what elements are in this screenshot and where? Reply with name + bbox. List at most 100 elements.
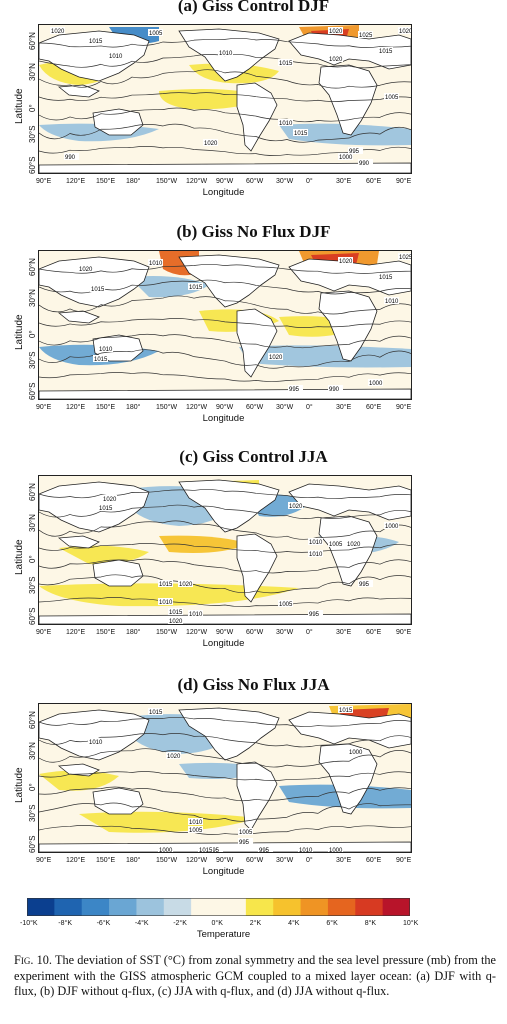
isobar-label: 1020 — [79, 267, 93, 273]
y-tick-label: 60°S — [28, 835, 37, 853]
isobar-contour — [39, 333, 411, 349]
x-tick-label: 90°W — [216, 178, 234, 185]
continent-outline — [57, 310, 100, 324]
y-axis-title: Latitude — [14, 88, 25, 124]
isobar-contour — [39, 597, 411, 607]
sst-anomaly-map: 1020 1015 1010 1015 1020 1025 1015 1010 1015 1020… — [39, 251, 411, 399]
colorbar-tick-label: -4°K — [134, 920, 149, 927]
y-tick-label: 30°S — [28, 576, 37, 594]
isobar-label: 1015 — [99, 506, 113, 512]
continent-outline — [92, 787, 144, 815]
y-tick-label: 0° — [28, 783, 37, 791]
x-tick-label: 60°E — [366, 629, 382, 636]
y-tick-label: 0° — [28, 330, 37, 338]
isobar-label: 990 — [359, 161, 370, 167]
continent-outline — [236, 308, 278, 378]
x-axis-title: Longitude — [202, 187, 245, 198]
isobar-label: 1015 — [189, 285, 203, 291]
isobar-label: 1000 — [349, 750, 363, 756]
colorbar-tick-label: -2°K — [173, 920, 187, 927]
colorbar-segment — [218, 898, 247, 916]
continent-outline — [236, 533, 278, 603]
isobar-contour — [39, 295, 411, 315]
colorbar-segment — [191, 898, 219, 916]
isobar-label: 1015 — [159, 582, 173, 588]
x-tick-label: 90°W — [216, 404, 234, 411]
y-tick-label: 60°S — [28, 607, 37, 625]
isobar-label: 1010 — [189, 612, 203, 618]
y-tick-label: 60°N — [28, 32, 37, 50]
isobar-label: 1010 — [99, 347, 113, 353]
caption-text: The deviation of SST (°C) from zonal sym… — [14, 953, 496, 999]
isobar-contour — [39, 543, 411, 553]
isobar-label: 1010 — [385, 299, 399, 305]
isobar-label: 1005 — [149, 31, 163, 37]
isobar-contour — [39, 38, 411, 48]
isobar-label: 995 — [239, 840, 250, 846]
isobar-label: 1015 — [379, 49, 393, 55]
x-tick-label: 150°W — [156, 404, 178, 411]
y-tick-label: 60°S — [28, 156, 37, 174]
x-tick-label: 120°E — [66, 404, 86, 411]
sst-anomaly-region — [39, 583, 299, 607]
isobar-contour — [39, 716, 411, 727]
sst-anomaly-map: 1020 1015 1020 1010 1010 1015 1020 1010 1015 1020… — [39, 479, 411, 624]
x-tick-label: 150°W — [156, 629, 178, 636]
isobar-label: 1005 — [329, 542, 343, 548]
panel-c-map: 1020 1015 1020 1010 1010 1015 1020 1010 1015 1020… — [38, 475, 412, 625]
isobar-label: 1015 — [169, 610, 183, 616]
y-axis-title: Latitude — [14, 767, 25, 803]
isobar-label: 1015 — [91, 287, 105, 293]
x-tick-label: 0° — [306, 857, 313, 864]
isobar-label: 1015 — [379, 275, 393, 281]
x-tick-label: 120°E — [66, 629, 86, 636]
x-tick-label: 150°E — [96, 178, 116, 185]
x-tick-label: 30°E — [336, 857, 352, 864]
isobar-label: 1015 — [294, 131, 308, 137]
isobar-label: 995 — [359, 582, 370, 588]
x-tick-label: 150°E — [96, 404, 116, 411]
isobar-label: 995 — [349, 149, 360, 155]
x-tick-label: 150°W — [156, 178, 178, 185]
x-tick-label: 90°E — [396, 857, 412, 864]
colorbar-segment — [273, 898, 302, 916]
y-tick-label: 0° — [28, 104, 37, 112]
isobar-label: 1015 — [149, 710, 163, 716]
x-tick-label: 150°E — [96, 857, 116, 864]
sst-anomaly-region — [79, 811, 259, 833]
isobar-label: 1020 — [269, 355, 283, 361]
x-tick-label: 60°E — [366, 404, 382, 411]
isobar-contour — [39, 558, 411, 574]
isobar-label: 1015 — [89, 39, 103, 45]
isobar-label: 1020 — [339, 259, 353, 265]
y-tick-label: 30°N — [28, 514, 37, 532]
y-tick-label: 30°N — [28, 63, 37, 81]
continent-outline — [178, 254, 280, 308]
x-tick-label: 120°E — [66, 857, 86, 864]
x-tick-label: 60°W — [246, 404, 264, 411]
isobar-label: 1010 — [189, 820, 203, 826]
isobar-label: 1010 — [219, 51, 233, 57]
isobar-label: 990 — [65, 155, 76, 161]
continent-outline — [39, 256, 150, 308]
isobar-label: 990 — [329, 387, 340, 393]
colorbar-segment — [382, 898, 410, 916]
isobar-contour — [39, 69, 411, 89]
y-tick-label: 30°S — [28, 351, 37, 369]
isobar-label: 1020 — [179, 582, 193, 588]
sst-anomaly-region — [39, 770, 119, 791]
isobar-label: 1010 — [299, 848, 313, 852]
x-tick-label: 30°E — [336, 178, 352, 185]
panel-a-map: 1020101510101005102010251015102010101015… — [38, 24, 412, 174]
continent-outline — [39, 30, 150, 82]
continent-outline — [92, 108, 144, 136]
isobar-contour — [39, 520, 411, 540]
isobar-contour — [39, 771, 411, 781]
sst-anomaly-region — [239, 345, 411, 368]
continent-outline — [92, 559, 144, 587]
colorbar-segment — [163, 898, 192, 916]
x-tick-label: 0° — [306, 629, 313, 636]
isobar-label: 1000 — [339, 155, 353, 161]
isobar-label: 1015 — [94, 357, 108, 363]
isobar-contour — [39, 54, 411, 69]
